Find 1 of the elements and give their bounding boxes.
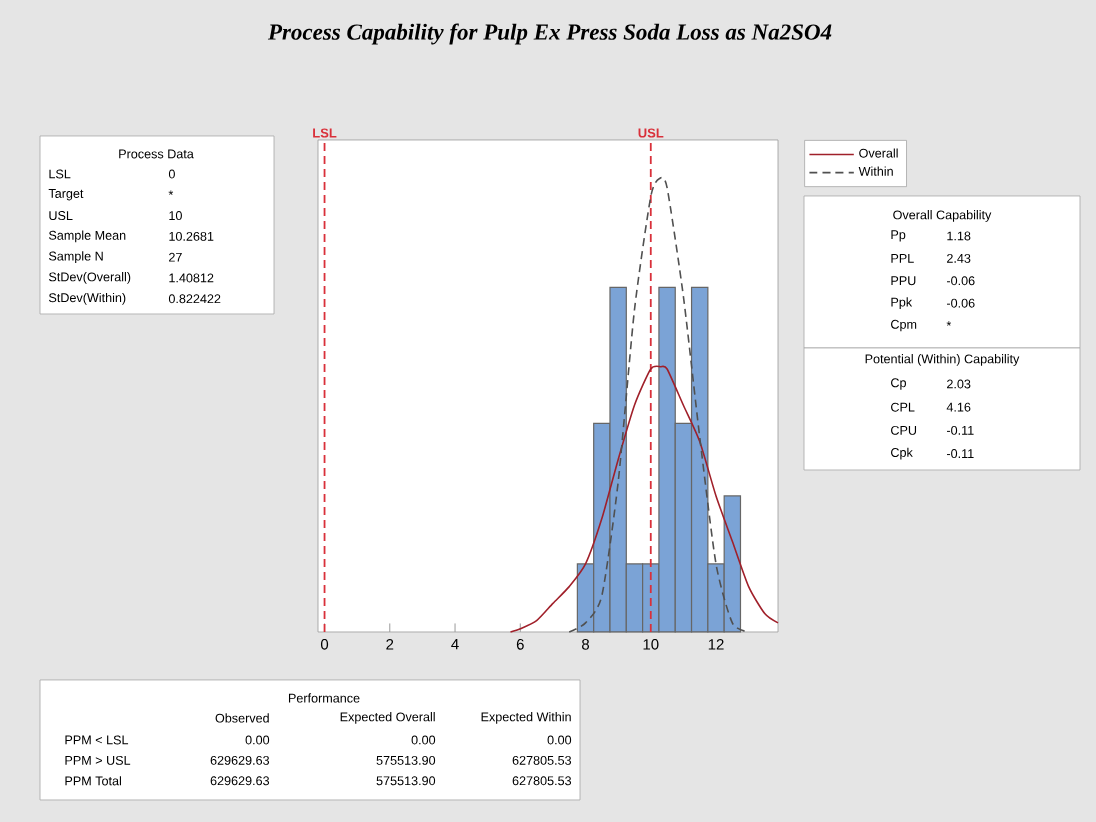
chart-title: Process Capability for Pulp Ex Press Soda Loss as Na2SO4	[267, 23, 832, 45]
